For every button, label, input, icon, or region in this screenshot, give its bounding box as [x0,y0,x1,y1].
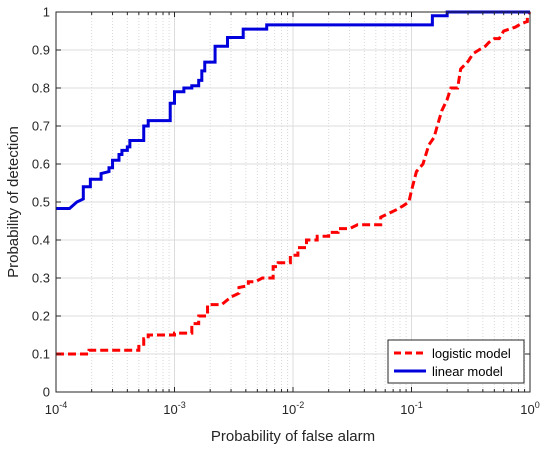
series-lines [56,10,532,356]
x-tick-label: 100 [520,400,539,417]
y-tick-label: 0.2 [32,309,50,324]
series-line-logistic-model [56,11,532,356]
x-tick-label: 10-2 [282,400,304,417]
x-tick-label: 10-3 [163,400,185,417]
legend-label-linear-model: linear model [432,364,503,379]
x-tick-label: 10-4 [45,400,67,417]
x-tick-labels: 10-4 10-3 10-2 10-1 100 [45,400,540,417]
y-tick-label: 1 [43,5,50,20]
y-tick-label: 0.4 [32,233,50,248]
x-axis-title: Probability of false alarm [211,428,375,445]
y-axis-title: Probability of detection [5,126,22,278]
legend-box [387,339,525,384]
y-tick-label: 0.9 [32,43,50,58]
y-tick-labels: 0 0.1 0.2 0.3 0.4 0.5 0.6 0.7 0.8 0.9 1 [32,5,50,400]
y-tick-label: 0.3 [32,271,50,286]
y-tick-label: 0.8 [32,81,50,96]
axis-ticks [55,11,530,393]
y-tick-label: 0.5 [32,195,50,210]
y-tick-label: 0.1 [32,347,50,362]
legend-label-logistic-model: logistic model [432,346,511,361]
x-tick-label: 10-1 [400,400,422,417]
y-tick-label: 0 [43,385,50,400]
series-line-linear-model [56,10,530,210]
legend: logistic model linear model [387,339,525,384]
y-tick-label: 0.6 [32,157,50,172]
y-tick-label: 0.7 [32,119,50,134]
